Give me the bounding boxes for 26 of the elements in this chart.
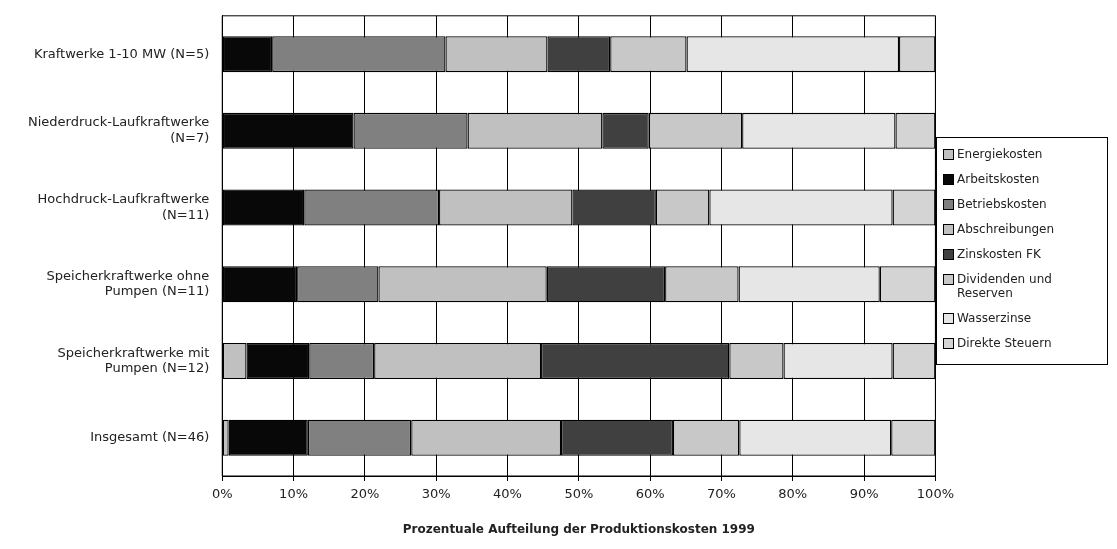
y-tick-label: Speicherkraftwerke ohne Pumpen (N=11): [46, 267, 210, 299]
y-tick-label: Kraftwerke 1-10 MW (N=5): [33, 45, 210, 61]
legend-label: Wasserzinse: [957, 311, 1032, 325]
legend-label: Energiekosten: [957, 147, 1043, 161]
legend-label: Dividenden und Reserven: [957, 272, 1053, 300]
x-tick-label: 100%: [916, 486, 954, 502]
x-tick-label: 0%: [211, 486, 233, 502]
x-tick-label: 10%: [279, 486, 309, 502]
x-tick-label: 70%: [707, 486, 736, 502]
x-tick-label: 80%: [778, 486, 808, 502]
y-tick-label: Speicherkraftwerke mit Pumpen (N=12): [57, 344, 210, 376]
x-axis-title: Prozentuale Aufteilung der Produktionskosten 1999: [402, 521, 755, 536]
legend-label: Arbeitskosten: [957, 172, 1040, 186]
legend-label: Betriebskosten: [957, 197, 1047, 211]
x-tick-label: 20%: [350, 486, 380, 502]
x-tick-label: 60%: [635, 486, 665, 502]
legend-label: Zinskosten FK: [957, 247, 1041, 261]
y-tick-label: Niederdruck-Laufkraftwerke (N=7): [27, 114, 210, 146]
legend-label: Direkte Steuern: [957, 336, 1052, 350]
x-tick-label: 50%: [564, 486, 594, 502]
x-tick-label: 40%: [493, 486, 522, 502]
x-tick-label: 30%: [421, 486, 451, 502]
y-tick-label: Hochdruck-Laufkraftwerke (N=11): [37, 191, 210, 222]
legend-label: Abschreibungen: [957, 222, 1055, 236]
x-tick-label: 90%: [849, 486, 879, 502]
y-tick-label: Insgesamt (N=46): [90, 429, 210, 445]
